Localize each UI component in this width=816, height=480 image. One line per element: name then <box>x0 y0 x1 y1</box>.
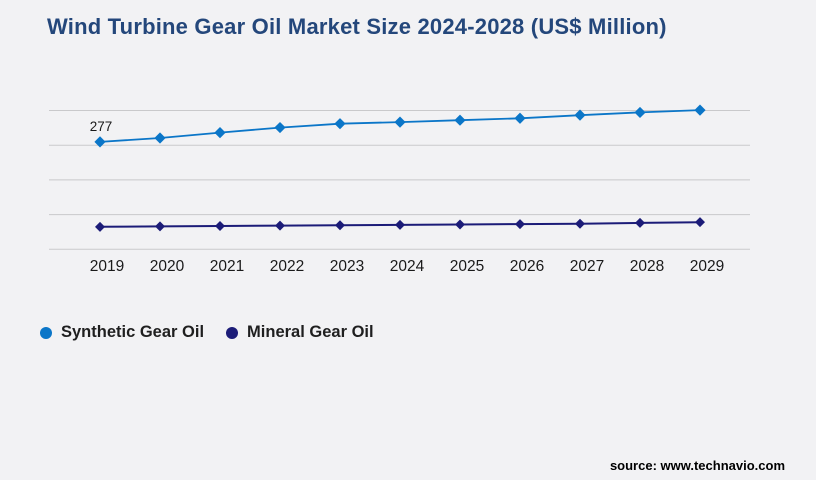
x-axis-label-2024: 2024 <box>390 258 425 275</box>
legend-item-synthetic-gear-oil: Synthetic Gear Oil <box>40 323 204 342</box>
x-axis-label-2026: 2026 <box>510 258 544 275</box>
legend-label-synthetic-gear-oil: Synthetic Gear Oil <box>61 323 205 341</box>
x-axis-label-2020: 2020 <box>150 258 185 275</box>
data-point-marker-mineral-gear-oil-2023 <box>335 220 345 231</box>
point-value-label: 277 <box>90 119 113 134</box>
data-point-marker-synthetic-gear-oil-2024 <box>394 116 406 128</box>
x-axis-label-2028: 2028 <box>630 258 664 275</box>
data-point-marker-synthetic-gear-oil-2023 <box>334 118 346 130</box>
data-point-marker-mineral-gear-oil-2028 <box>635 217 645 228</box>
data-point-marker-mineral-gear-oil-2020 <box>155 221 165 232</box>
data-point-marker-synthetic-gear-oil-2019 <box>94 136 106 148</box>
data-point-marker-mineral-gear-oil-2026 <box>515 219 525 230</box>
data-point-marker-synthetic-gear-oil-2027 <box>574 109 586 121</box>
data-point-marker-synthetic-gear-oil-2022 <box>274 121 286 134</box>
data-point-marker-mineral-gear-oil-2019 <box>95 221 105 232</box>
legend-label-mineral-gear-oil: Mineral Gear Oil <box>247 323 374 341</box>
chart-title: Wind Turbine Gear Oil Market Size 2024-2… <box>47 14 667 39</box>
x-axis-label-2029: 2029 <box>690 258 724 275</box>
x-axis-label-2025: 2025 <box>450 258 484 275</box>
data-point-marker-synthetic-gear-oil-2025 <box>454 114 466 126</box>
x-axis-label-2027: 2027 <box>570 258 604 275</box>
synthetic-gear-oil-legend-dot-icon <box>40 326 52 339</box>
data-point-marker-synthetic-gear-oil-2026 <box>514 112 526 124</box>
data-point-marker-mineral-gear-oil-2021 <box>215 221 225 232</box>
data-point-marker-synthetic-gear-oil-2028 <box>634 106 646 119</box>
source-attribution: source: www.technavio.com <box>609 458 785 473</box>
data-point-marker-synthetic-gear-oil-2020 <box>154 132 166 144</box>
x-axis-label-2022: 2022 <box>270 258 304 275</box>
data-point-marker-mineral-gear-oil-2029 <box>695 217 705 228</box>
line-chart-plot-area: 277 2019 2020 2021 2022 2023 2024 2025 2026 2027 2… <box>49 104 750 275</box>
x-axis-label-2019: 2019 <box>90 258 124 275</box>
chart-legend: Synthetic Gear Oil Mineral Gear Oil <box>40 323 374 342</box>
data-point-marker-synthetic-gear-oil-2029 <box>694 104 706 116</box>
data-point-marker-synthetic-gear-oil-2021 <box>214 126 226 139</box>
data-point-marker-mineral-gear-oil-2025 <box>455 219 465 230</box>
data-point-marker-mineral-gear-oil-2022 <box>275 220 285 231</box>
data-point-marker-mineral-gear-oil-2027 <box>575 218 585 229</box>
data-point-marker-mineral-gear-oil-2024 <box>395 219 405 230</box>
x-axis-label-2023: 2023 <box>330 258 364 275</box>
mineral-gear-oil-legend-dot-icon <box>226 326 239 339</box>
x-axis-label-2021: 2021 <box>210 258 244 275</box>
legend-item-mineral-gear-oil: Mineral Gear Oil <box>226 323 374 342</box>
